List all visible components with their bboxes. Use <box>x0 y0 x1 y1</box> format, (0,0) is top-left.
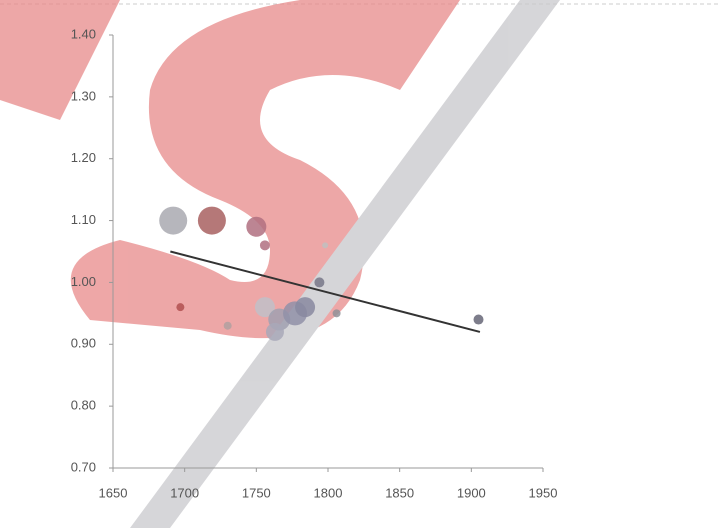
y-tick-label: 0.70 <box>71 459 96 474</box>
chart: 0.70 0.80 0.90 1.00 1.10 1.20 1.30 1.40 1650 1700… <box>0 0 718 528</box>
bubble <box>198 207 226 235</box>
y-tick-label: 1.20 <box>71 150 96 165</box>
bubble <box>176 303 184 311</box>
y-tick-label: 0.90 <box>71 336 96 351</box>
x-tick-label: 1800 <box>314 485 343 500</box>
bubble <box>474 315 484 325</box>
x-tick-label: 1850 <box>385 485 414 500</box>
y-tick-label: 1.00 <box>71 274 96 289</box>
y-tick-label: 1.10 <box>71 212 96 227</box>
bubble <box>333 309 341 317</box>
bubble <box>246 217 266 237</box>
y-tick-label: 1.40 <box>71 26 96 41</box>
bubble <box>314 277 324 287</box>
y-tick-label: 0.80 <box>71 398 96 413</box>
bubble <box>322 242 328 248</box>
bubble <box>260 240 270 250</box>
x-tick-label: 1900 <box>457 485 486 500</box>
x-tick-label: 1700 <box>170 485 199 500</box>
bubble <box>159 207 187 235</box>
x-tick-label: 1950 <box>529 485 558 500</box>
bubble <box>295 297 315 317</box>
y-tick-label: 1.30 <box>71 88 96 103</box>
bubble <box>224 322 232 330</box>
watermark <box>0 0 560 528</box>
x-tick-label: 1650 <box>99 485 128 500</box>
bubble <box>266 323 284 341</box>
x-tick-label: 1750 <box>242 485 271 500</box>
